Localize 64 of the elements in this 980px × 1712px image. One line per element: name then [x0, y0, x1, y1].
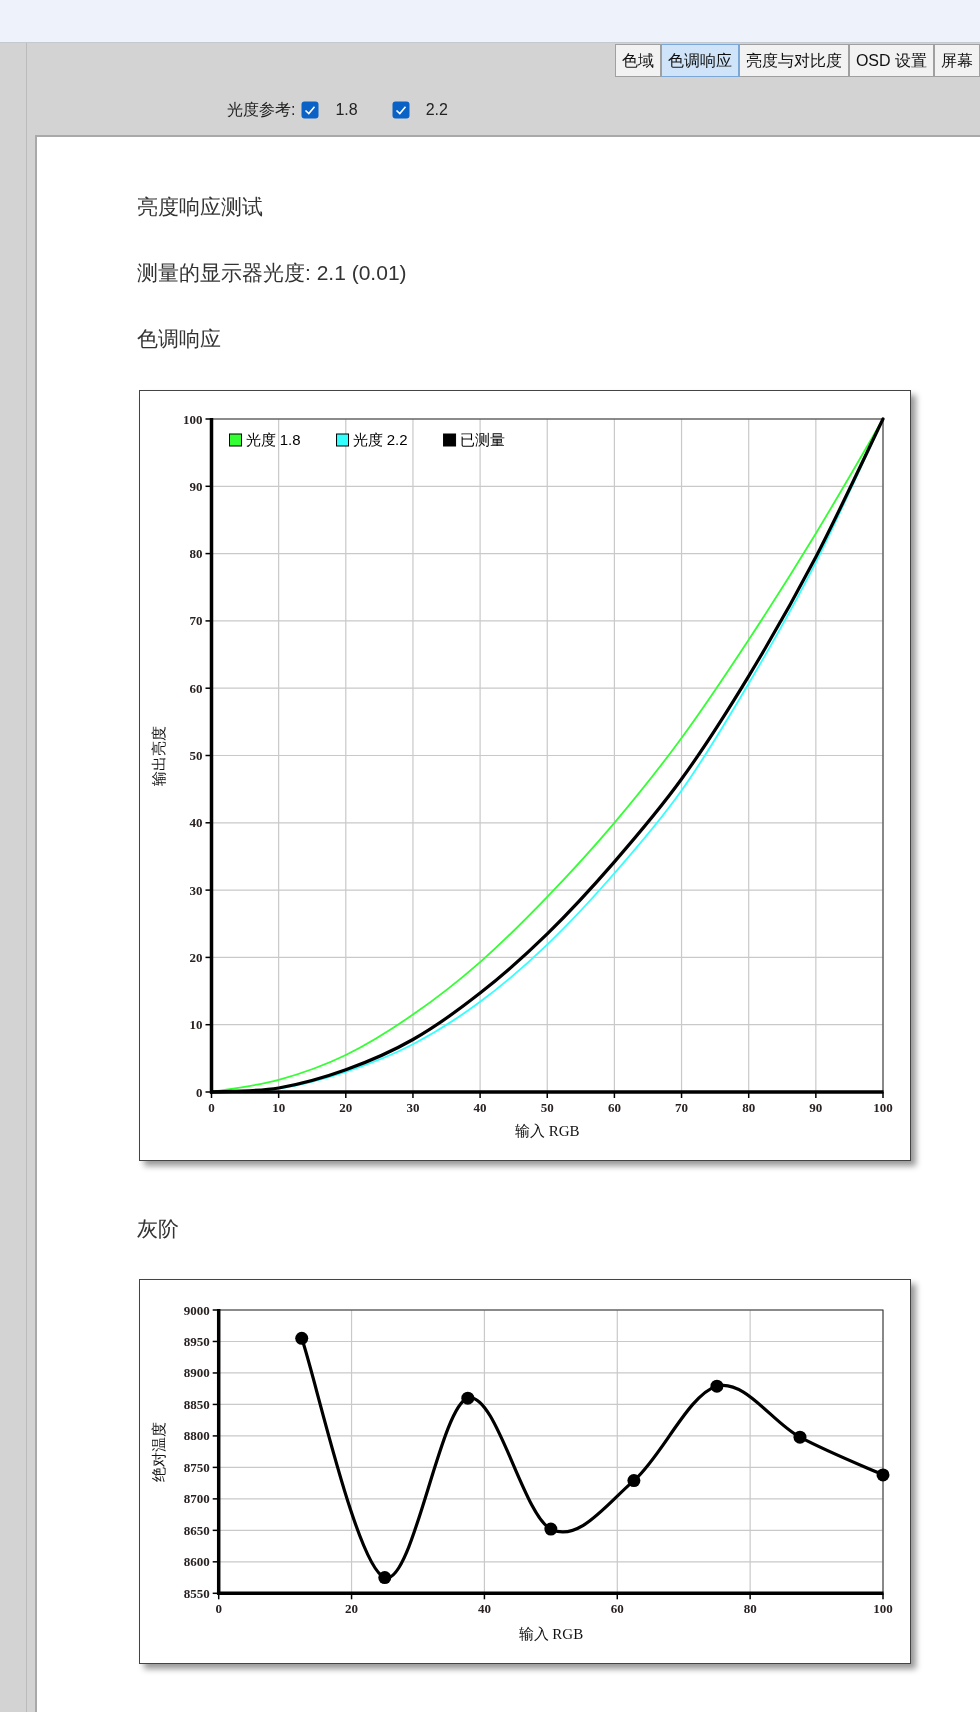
y-tick-label: 0	[196, 1084, 203, 1100]
y-tick-label: 90	[189, 478, 203, 494]
text: 色调响应	[660, 44, 739, 77]
x-tick-label: 40	[477, 1601, 491, 1617]
y-tick-label: 8700	[183, 1491, 210, 1507]
chart-title: 色调响应	[137, 326, 221, 352]
x-tick-label: 100	[873, 1601, 893, 1617]
legend-label: 已测量	[459, 431, 505, 448]
x-tick-label: 30	[406, 1100, 420, 1115]
x-tick-label: 50	[540, 1100, 554, 1115]
y-tick-label: 80	[189, 546, 203, 562]
x-tick-label: 60	[610, 1601, 624, 1617]
x-axis-title: 输入 RGB	[514, 1123, 580, 1139]
x-tick-label: 100	[873, 1100, 893, 1115]
x-axis-title: 输入 RGB	[518, 1626, 584, 1642]
x-tick-label: 60	[607, 1100, 621, 1115]
y-tick-label: 10	[189, 1017, 203, 1033]
y-tick-label: 70	[189, 613, 203, 629]
y-tick-label: 9000	[183, 1302, 210, 1318]
text: 屏幕	[934, 44, 980, 77]
point	[710, 1379, 724, 1393]
y-tick-label: 8750	[183, 1459, 210, 1475]
y-tick-label: 8950	[183, 1333, 210, 1349]
y-tick-label: 8800	[183, 1428, 210, 1444]
text: 2.2	[425, 101, 448, 119]
x-tick-label: 90	[809, 1100, 823, 1115]
point	[461, 1391, 475, 1405]
y-tick-label: 30	[189, 882, 203, 898]
point	[876, 1468, 890, 1482]
point	[295, 1331, 309, 1345]
y-tick-label: 8550	[183, 1585, 210, 1601]
y-axis-title: 输出亮度	[151, 725, 167, 786]
x-tick-label: 20	[339, 1100, 353, 1115]
y-tick-label: 40	[189, 815, 203, 831]
legend-label: 光度 1.8	[245, 431, 301, 448]
y-tick-label: 8650	[183, 1522, 210, 1538]
y-tick-label: 20	[189, 949, 203, 965]
x-tick-label: 40	[473, 1100, 487, 1115]
text: 亮度与对比度	[738, 44, 849, 77]
legend-label: 光度 2.2	[352, 431, 408, 448]
text: 测量的显示器光度: 2.1 (0.01)	[137, 260, 407, 286]
x-tick-label: 10	[272, 1100, 286, 1115]
y-tick-label: 8600	[183, 1554, 210, 1570]
x-tick-label: 70	[675, 1100, 689, 1115]
point	[793, 1430, 807, 1444]
y-tick-label: 50	[189, 748, 203, 763]
x-tick-label: 80	[742, 1100, 756, 1115]
text: 色域	[614, 44, 661, 77]
y-axis-title: 绝对温度	[151, 1421, 167, 1482]
chart-title: 灰阶	[137, 1216, 179, 1242]
x-tick-label: 80	[743, 1601, 757, 1617]
text: OSD 设置	[848, 44, 934, 77]
x-tick-label: 0	[215, 1601, 222, 1617]
point	[627, 1474, 641, 1488]
y-tick-label: 8850	[183, 1396, 210, 1412]
text: 光度参考:	[227, 99, 296, 120]
y-tick-label: 60	[189, 680, 203, 696]
point	[544, 1522, 558, 1536]
y-tick-label: 100	[183, 411, 203, 427]
text: 1.8	[335, 101, 358, 119]
x-tick-label: 20	[345, 1601, 359, 1617]
y-tick-label: 8900	[183, 1365, 210, 1381]
text: 亮度响应测试	[137, 194, 263, 220]
point	[378, 1571, 392, 1585]
